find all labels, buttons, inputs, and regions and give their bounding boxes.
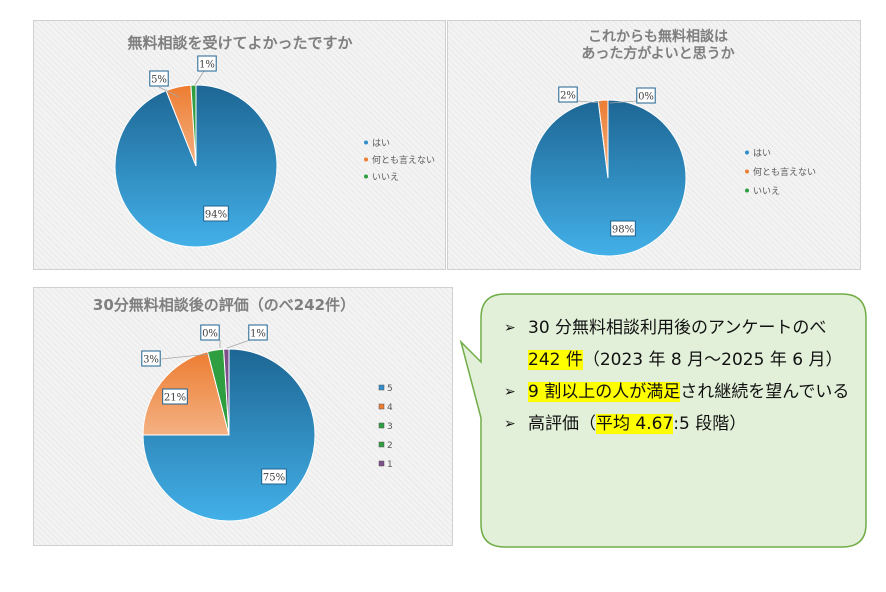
data-label-no: 0% — [638, 92, 654, 103]
legend-swatch-yes — [745, 150, 749, 155]
data-label-1: 1% — [250, 329, 266, 340]
data-label-3: 3% — [143, 355, 159, 366]
legend-swatch-1 — [378, 460, 385, 467]
legend-label-5: 5 — [387, 384, 393, 394]
callout-bullet-1: ➢ 30 分無料相談利用後のアンケートのべ 242 件（2023 年 8 月～20… — [500, 312, 850, 376]
legend-label-3: 3 — [387, 422, 393, 432]
leader-line-no — [194, 70, 205, 86]
pie-slice-1 — [223, 348, 230, 436]
chart-title-line-1: これからも無料相談は — [588, 28, 728, 45]
data-label-box-undecided — [558, 86, 578, 103]
data-label-yes: 94% — [205, 210, 227, 221]
legend-swatch-4 — [378, 403, 385, 410]
highlighted-text: 9 割以上の人が満足 — [528, 382, 681, 402]
data-label-undecided: 2% — [560, 91, 576, 102]
data-label-yes: 98% — [612, 225, 634, 236]
chart-panel-satisfaction: 94% 5% 1% 無料相談を受けてよかったですかはい何とも言えない いいえ — [33, 20, 446, 270]
legend-label-undecided: 何とも言えない — [753, 166, 816, 178]
legend-swatch-3 — [378, 422, 385, 429]
chart-title: 30分無料相談後の評価（のべ242件） — [93, 296, 355, 314]
arrow-bullet-icon: ➢ — [504, 384, 516, 400]
data-label-box-2 — [200, 324, 220, 341]
pie-slice-no — [190, 84, 197, 167]
legend-label-no: いいえ — [753, 186, 780, 197]
leader-line-undecided — [158, 86, 180, 98]
highlighted-text: 平均 4.67 — [596, 414, 674, 434]
chart-panel-evaluation: 75% 21% 3% 0% 1% 30分無料相談後の評価（のべ242件） 5 4 3 2 1 — [33, 287, 453, 546]
callout-bullet-2: ➢ 9 割以上の人が満足され継続を望んでいる — [500, 376, 850, 408]
bullet-text: （2023 年 8 月～2025 年 6 月） — [582, 350, 843, 370]
legend-swatch-5 — [378, 384, 385, 391]
data-label-box-1 — [248, 324, 268, 341]
legend-swatch-undecided — [745, 169, 749, 174]
bullet-text: :5 段階） — [673, 414, 747, 434]
bullet-text: され継続を望んでいる — [680, 382, 850, 402]
data-label-box-yes — [203, 205, 229, 222]
legend-swatch-2 — [378, 441, 385, 448]
callout-bullet-3: ➢ 高評価（平均 4.67:5 段階） — [500, 408, 850, 440]
bullet-text: 30 分無料相談利用後のアンケートのべ — [528, 318, 827, 338]
data-label-box-5 — [261, 468, 287, 485]
legend-label-2: 2 — [387, 441, 393, 451]
arrow-bullet-icon: ➢ — [504, 320, 516, 336]
chart-title-line-2: あった方がよいと思うか — [581, 45, 734, 62]
legend-label-no: いいえ — [372, 172, 399, 183]
leader-line-undecided — [575, 100, 603, 104]
data-label-box-no — [636, 87, 656, 104]
data-label-undecided: 5% — [151, 75, 167, 86]
data-label-box-no — [197, 55, 217, 72]
legend-swatch-no — [364, 174, 368, 179]
data-label-no: 1% — [199, 60, 215, 71]
leader-line-1 — [226, 339, 251, 349]
callout-text: ➢ 30 分無料相談利用後のアンケートのべ 242 件（2023 年 8 月～20… — [500, 312, 850, 440]
data-label-box-yes — [610, 220, 636, 237]
chart-panel-continuation: 98% 2% 0% これからも無料相談は あった方がよいと思うかはい何とも言えない いいえ — [447, 20, 861, 270]
arrow-bullet-icon: ➢ — [504, 416, 516, 432]
leader-line-3 — [160, 353, 211, 360]
legend-label-undecided: 何とも言えない — [372, 154, 435, 166]
chart-title: 無料相談を受けてよかったですか — [127, 34, 352, 52]
bullet-text: 高評価（ — [528, 414, 596, 434]
highlighted-text: 242 件 — [528, 350, 583, 370]
data-label-box-undecided — [149, 70, 169, 87]
legend-swatch-yes — [364, 140, 368, 145]
legend-label-4: 4 — [387, 403, 393, 413]
legend-label-yes: はい — [372, 138, 390, 149]
data-label-4: 21% — [164, 393, 186, 404]
pie-slice-undecided — [597, 99, 609, 179]
data-label-2: 0% — [202, 329, 218, 340]
data-label-5: 75% — [263, 473, 285, 484]
leader-line-no — [609, 100, 639, 104]
legend-swatch-undecided — [364, 157, 368, 162]
data-label-box-3 — [141, 350, 161, 367]
data-label-box-4 — [162, 388, 188, 405]
pie-chart-evaluation: 75% 21% 3% 0% 1% 30分無料相談後の評価（のべ242件） 5 4 3 2 1 — [93, 296, 393, 522]
legend-swatch-no — [745, 188, 749, 193]
legend-label-yes: はい — [753, 148, 771, 159]
legend-label-1: 1 — [387, 460, 393, 470]
